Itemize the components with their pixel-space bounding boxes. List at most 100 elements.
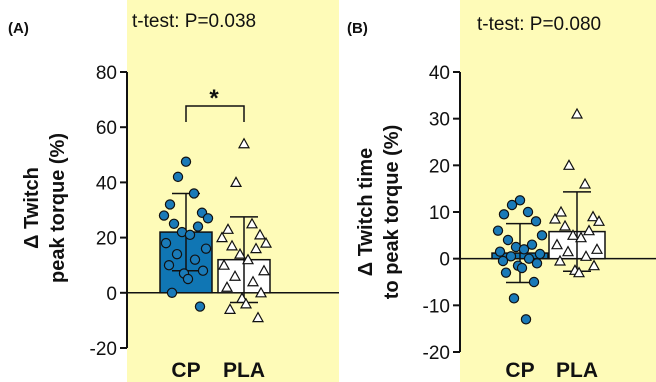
panel-b-point-cp	[506, 199, 518, 211]
panel-b-point-pla	[579, 250, 593, 261]
panel-a-point-cp	[171, 248, 183, 260]
panel-b-point-cp	[518, 244, 530, 255]
panel-b-title: t-test: P=0.080	[477, 14, 601, 35]
panel-b-point-pla	[587, 259, 601, 271]
panel-a-point-pla	[233, 247, 247, 259]
panel-a-point-cp	[184, 229, 196, 241]
panel-b-point-pla	[586, 210, 600, 222]
panel-a-ylabel-line2: peak torque (%)	[47, 133, 69, 283]
panel-b-point-pla	[553, 254, 567, 266]
panel-b-y-tick-label: 40	[429, 63, 450, 84]
panel-a-point-pla	[245, 217, 259, 229]
panel-a-category-label: PLA	[223, 359, 265, 382]
panel-a-point-cp	[164, 199, 176, 210]
panel-b-y-axis: -20 -10 0 10 20 30 40	[423, 63, 656, 364]
panel-b-y-tick-label: -20	[423, 343, 450, 364]
panel-a-y-tick-label: 60	[96, 118, 117, 139]
panel-b-point-pla	[590, 243, 604, 254]
panel-a-significance-bracket	[185, 105, 245, 122]
panel-b-point-cp	[514, 195, 526, 206]
panel-a-y-tick-label: 0	[106, 284, 117, 305]
panel-a-point-pla	[220, 281, 234, 292]
panel-b-y-tick-label: 30	[429, 110, 450, 131]
panel-a-points	[158, 137, 273, 323]
panel-b-point-cp	[516, 262, 528, 274]
panel-b-label: (B)	[347, 20, 368, 37]
panel-a-ylabel-line1: Δ Twitch	[21, 167, 43, 249]
panel-b-point-cp	[526, 239, 538, 250]
panel-a-point-pla	[239, 297, 253, 309]
panel-b-point-cp	[502, 234, 514, 246]
panel-a-point-cp	[192, 221, 204, 232]
panel-a-significance-star: *	[209, 85, 219, 112]
panel-a-title: t-test: P=0.038	[132, 11, 256, 32]
panel-b-point-pla	[572, 266, 586, 278]
panel-a-y-tick-label: 80	[96, 63, 117, 84]
panel-a-point-cp	[180, 156, 192, 167]
panel-b-point-cp	[528, 276, 540, 288]
panel-b-point-cp	[522, 206, 534, 218]
panel-a-significance: *	[185, 85, 245, 122]
panel-a-point-pla	[229, 176, 243, 187]
panel-a-point-pla	[235, 292, 249, 303]
panel-b-point-pla	[558, 219, 572, 231]
panel-a-y-axis: -20 0 20 40 60 80	[90, 63, 339, 360]
panel-b-background	[460, 0, 656, 382]
panel-a-point-pla	[237, 137, 251, 149]
panel-a-category-label: CP	[171, 359, 200, 382]
panel-b-point-pla	[548, 212, 562, 224]
panel-b-point-cp	[492, 225, 504, 236]
panel-b-point-pla	[566, 229, 580, 240]
panel-a-point-pla	[221, 223, 235, 234]
panel-b-ylabel-line1: Δ Twitch time	[355, 148, 377, 276]
panel-b-point-cp	[498, 209, 510, 220]
panel-b-point-pla	[561, 245, 575, 257]
panel-a-point-pla	[253, 228, 267, 240]
panel-b-point-cp	[500, 267, 512, 278]
panel-b-point-cp	[508, 293, 520, 304]
panel-a-y-tick-label: 40	[96, 173, 117, 194]
panel-b-point-pla	[574, 231, 588, 243]
panel-a-y-tick-label: -20	[90, 339, 117, 360]
panel-a-point-cp	[166, 287, 178, 298]
panel-b-point-pla	[578, 177, 592, 189]
panel-b-point-cp	[505, 251, 517, 262]
panel-a-point-cp	[188, 188, 200, 199]
panel-a-point-pla	[217, 258, 231, 270]
panel-b-point-pla	[592, 215, 606, 226]
panel-b-category-label: PLA	[556, 359, 598, 382]
panel-b-point-pla	[550, 238, 564, 250]
panel-b-point-pla	[554, 205, 568, 217]
panel-b-point-cp	[494, 246, 506, 257]
panel-a-categories: CP PLA	[171, 359, 265, 382]
panel-b-point-cp	[534, 248, 546, 260]
panel-a-point-cp	[189, 254, 201, 265]
panel-b-categories: CP PLA	[505, 359, 598, 382]
panel-a-point-cp	[182, 273, 194, 285]
panel-b-point-cp	[536, 230, 548, 241]
panel-a-point-pla	[259, 236, 273, 248]
panel-b-point-cp	[531, 258, 543, 269]
panel-a-point-pla	[251, 311, 265, 323]
panel-a-label: (A)	[8, 20, 29, 37]
panel-a-point-pla	[228, 270, 242, 281]
panel-b-y-tick-label: 0	[439, 250, 450, 271]
panel-a-point-pla	[246, 275, 260, 287]
panel-a-point-pla	[225, 239, 239, 251]
panel-b-point-cp	[497, 255, 509, 267]
panel-b: (B) t-test: P=0.080 Δ Twitch time to pea…	[347, 0, 656, 382]
panel-b-y-tick-label: -10	[423, 296, 450, 317]
panel-b-point-cp	[520, 314, 532, 325]
panel-b-point-pla	[562, 159, 576, 170]
panel-b-category-label: CP	[505, 359, 534, 382]
panel-b-ylabel-line2: to peak torque (%)	[381, 125, 403, 299]
panel-b-y-tick-label: 20	[429, 156, 450, 177]
panel-a-point-cp	[200, 243, 212, 254]
panel-a-point-pla	[223, 303, 237, 314]
panel-a-background	[127, 0, 339, 382]
panel-a-point-cp	[197, 265, 209, 276]
panel-a-point-cp	[158, 210, 170, 221]
panel-a-point-cp	[202, 213, 214, 224]
panel-a-point-pla	[254, 286, 268, 298]
